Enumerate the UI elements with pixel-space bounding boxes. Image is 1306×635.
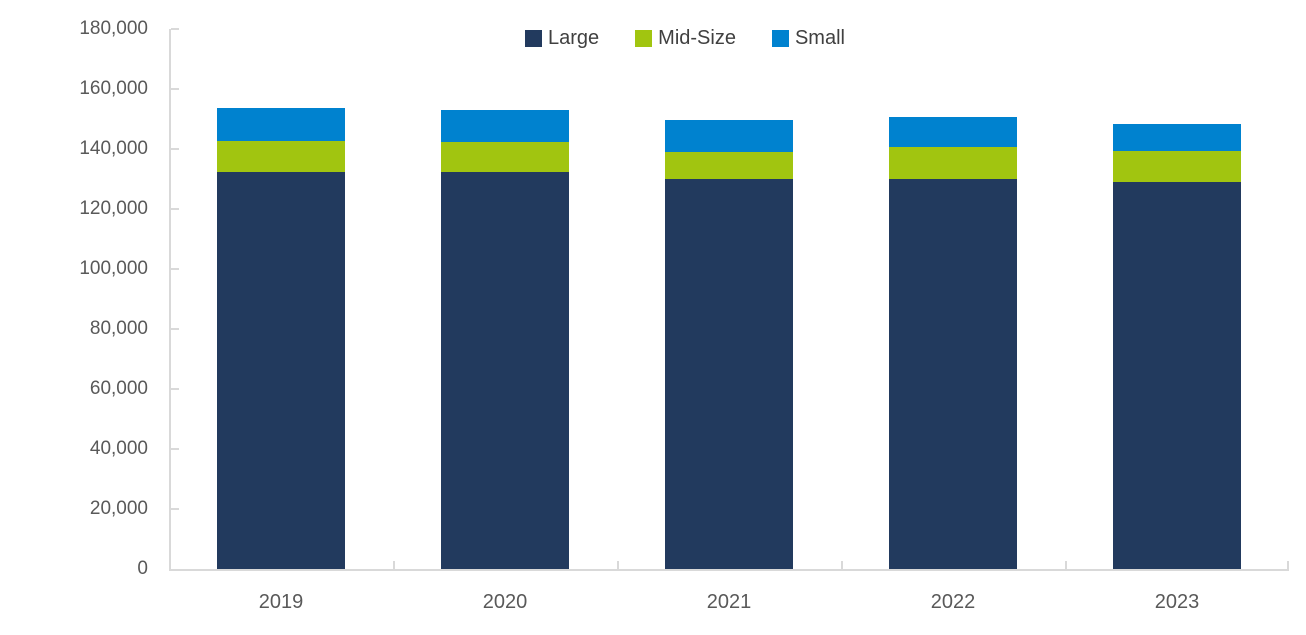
y-axis-tick (171, 388, 179, 390)
y-axis-tick (171, 28, 179, 30)
legend-item-mid-size: Mid-Size (635, 27, 736, 49)
legend-swatch-mid-size (635, 29, 653, 47)
bar-2020-small (441, 109, 569, 143)
legend-item-large: Large (525, 27, 599, 49)
bar-2023-large (1113, 182, 1241, 569)
bar-2021-small (665, 119, 793, 152)
x-axis-line (169, 569, 1289, 571)
y-axis-tick-label: 160,000 (79, 78, 148, 99)
bar-2020-large (441, 172, 569, 569)
bar-2022-mid-size (889, 147, 1017, 179)
y-axis-tick (171, 448, 179, 450)
y-axis-tick-label: 60,000 (89, 378, 148, 399)
y-axis-tick-label: 120,000 (79, 198, 148, 219)
x-axis-tick (169, 561, 171, 569)
legend-label: Small (794, 27, 845, 49)
legend-label: Large (548, 27, 600, 49)
x-axis-tick (1287, 561, 1289, 569)
y-axis-tick (171, 508, 179, 510)
y-axis-tick (171, 328, 179, 330)
plot-area (169, 28, 1289, 571)
y-axis-tick-label: 20,000 (89, 498, 148, 519)
bar-2019-mid-size (217, 140, 345, 173)
x-axis-tick (617, 561, 619, 569)
legend: Large Mid-Size Small (525, 27, 845, 49)
x-axis-category-label: 2019 (258, 591, 304, 613)
x-axis-category-label: 2020 (482, 591, 528, 613)
y-axis-tick (171, 268, 179, 270)
y-axis-tick-label: 40,000 (89, 438, 148, 459)
y-axis-tick-label: 100,000 (79, 258, 148, 279)
x-axis-tick (1065, 561, 1067, 569)
y-axis-tick-label: 0 (137, 558, 148, 579)
legend-label: Mid-Size (658, 27, 736, 49)
x-axis-category-label: 2021 (706, 591, 752, 613)
x-axis-category-label: 2023 (1154, 591, 1200, 613)
x-axis-tick (841, 561, 843, 569)
y-axis-tick (171, 88, 179, 90)
y-axis-tick-label: 180,000 (79, 18, 148, 39)
y-axis-tick (171, 208, 179, 210)
legend-swatch-small (771, 29, 789, 47)
x-axis-category-label: 2022 (930, 591, 976, 613)
bar-2019-large (217, 172, 345, 569)
bar-2023-mid-size (1113, 151, 1241, 182)
bar-2021-mid-size (665, 151, 793, 180)
legend-item-small: Small (771, 27, 845, 49)
y-axis-line (169, 29, 171, 571)
bar-2021-large (665, 179, 793, 569)
legend-swatch-large (525, 29, 542, 47)
y-axis-tick-label: 140,000 (79, 138, 148, 159)
y-axis-tick (171, 148, 179, 150)
x-axis-tick (393, 561, 395, 569)
y-axis-tick-label: 80,000 (89, 318, 148, 339)
bar-2022-small (889, 116, 1017, 148)
bar-2019-small (217, 107, 345, 141)
bar-2022-large (889, 178, 1017, 569)
bar-2020-mid-size (441, 142, 569, 173)
bar-2023-small (1113, 123, 1241, 152)
